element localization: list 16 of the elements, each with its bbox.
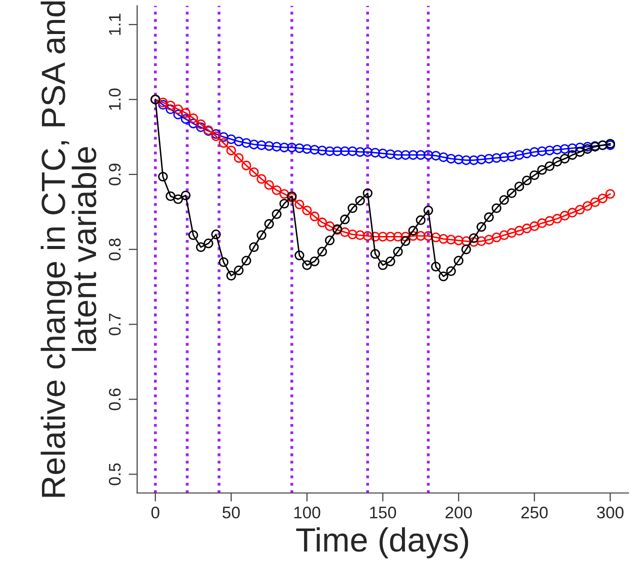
y-tick-label: 0.9 (108, 164, 121, 186)
x-tick-label: 250 (521, 506, 548, 518)
y-tick-label: 0.7 (108, 314, 121, 336)
x-axis-title: Time (days) (296, 527, 468, 558)
x-tick-label: 50 (222, 506, 240, 518)
x-tick-label: 300 (596, 506, 624, 518)
y-tick-label: 0.6 (108, 388, 121, 410)
y-tick-label: 1.1 (109, 14, 121, 35)
y-tick-label: 1.0 (108, 88, 121, 110)
x-tick-label: 200 (446, 506, 472, 518)
y-tick-label: 0.8 (108, 238, 121, 260)
y-axis-title: Relative change in CTC, PSA and latent variable (40, 1, 96, 497)
x-tick-label: 100 (294, 506, 320, 518)
x-tick-label: 150 (370, 506, 396, 518)
x-tick-label: 0 (151, 506, 160, 518)
y-tick-label: 0.5 (108, 463, 121, 486)
